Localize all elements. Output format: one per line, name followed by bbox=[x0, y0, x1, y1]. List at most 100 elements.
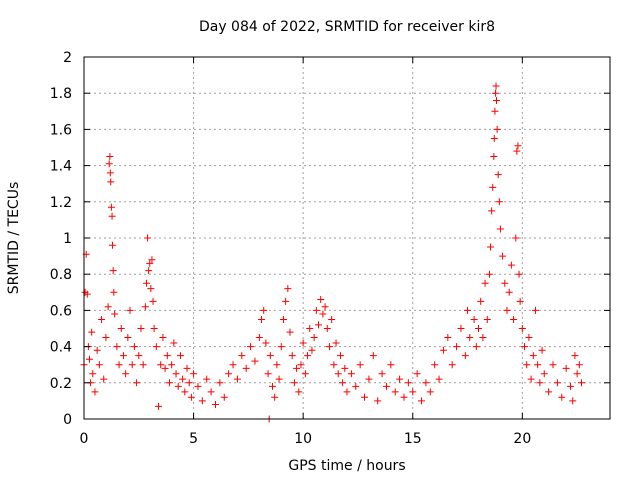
data-point bbox=[146, 259, 154, 267]
data-point bbox=[404, 379, 412, 387]
data-point bbox=[271, 393, 279, 401]
data-point bbox=[448, 361, 456, 369]
data-point bbox=[152, 343, 160, 351]
data-point bbox=[319, 310, 327, 318]
data-point bbox=[284, 285, 292, 293]
data-point bbox=[238, 352, 246, 360]
y-tick-label: 1.2 bbox=[50, 195, 72, 211]
data-point bbox=[141, 303, 149, 311]
data-point bbox=[295, 388, 303, 396]
data-point bbox=[470, 315, 478, 323]
data-point bbox=[461, 352, 469, 360]
data-point bbox=[374, 397, 382, 405]
data-point bbox=[159, 334, 167, 342]
y-tick-label: 1 bbox=[63, 231, 72, 247]
data-point bbox=[137, 325, 145, 332]
data-point bbox=[183, 364, 191, 372]
data-point bbox=[83, 290, 91, 298]
data-point bbox=[89, 370, 97, 378]
data-point bbox=[435, 375, 443, 383]
chart-title: Day 084 of 2022, SRMTID for receiver kir… bbox=[199, 19, 495, 35]
data-point bbox=[262, 339, 270, 347]
data-point bbox=[85, 355, 93, 363]
data-point bbox=[268, 382, 276, 390]
data-point bbox=[142, 279, 150, 287]
grid bbox=[84, 57, 610, 419]
data-point bbox=[347, 370, 355, 378]
data-point bbox=[507, 261, 515, 269]
data-point bbox=[426, 388, 434, 396]
data-point bbox=[444, 334, 452, 342]
data-point bbox=[531, 306, 539, 314]
data-point bbox=[122, 370, 130, 378]
data-point bbox=[242, 364, 250, 372]
data-point bbox=[255, 334, 263, 342]
data-point bbox=[490, 134, 498, 142]
y-tick-label: 1.6 bbox=[50, 122, 72, 138]
data-point bbox=[258, 315, 266, 323]
data-point bbox=[133, 379, 141, 387]
data-point bbox=[95, 361, 103, 369]
data-point bbox=[490, 153, 498, 161]
data-point bbox=[382, 382, 390, 390]
data-point bbox=[304, 352, 312, 360]
data-point bbox=[510, 315, 518, 323]
data-point bbox=[168, 361, 176, 369]
data-point bbox=[540, 370, 548, 378]
data-point bbox=[378, 370, 386, 378]
data-point bbox=[573, 370, 581, 378]
data-point bbox=[194, 382, 202, 390]
data-point bbox=[185, 379, 193, 387]
y-tick-label: 0.4 bbox=[50, 340, 72, 356]
data-point bbox=[161, 364, 169, 372]
data-point bbox=[88, 328, 96, 336]
data-point bbox=[536, 379, 544, 387]
data-point bbox=[157, 361, 165, 369]
data-point bbox=[365, 375, 373, 383]
data-point bbox=[472, 343, 480, 351]
data-point bbox=[492, 96, 500, 104]
data-point bbox=[317, 296, 325, 304]
data-point bbox=[481, 279, 489, 287]
data-point bbox=[110, 288, 118, 296]
data-point bbox=[578, 379, 586, 387]
data-point bbox=[135, 352, 143, 360]
data-point bbox=[106, 153, 114, 161]
data-point bbox=[115, 361, 123, 369]
data-point bbox=[491, 107, 499, 115]
data-point bbox=[529, 352, 537, 360]
data-point bbox=[225, 370, 233, 378]
data-point bbox=[233, 375, 241, 383]
y-tick-label: 1.4 bbox=[50, 159, 72, 175]
data-point bbox=[501, 279, 509, 287]
data-point bbox=[286, 328, 294, 336]
data-point bbox=[107, 203, 115, 211]
data-point bbox=[190, 370, 198, 378]
data-point bbox=[525, 334, 533, 342]
data-point bbox=[453, 343, 461, 351]
data-point bbox=[212, 401, 219, 409]
data-point bbox=[516, 297, 524, 305]
data-point bbox=[299, 339, 307, 347]
data-point bbox=[512, 234, 520, 242]
data-point bbox=[119, 352, 127, 360]
data-point bbox=[567, 382, 575, 390]
data-point bbox=[396, 375, 404, 383]
data-point bbox=[117, 325, 125, 332]
data-point bbox=[149, 297, 157, 305]
data-point bbox=[387, 361, 395, 369]
data-point bbox=[489, 183, 497, 191]
y-tick-label: 0.6 bbox=[50, 303, 72, 319]
data-point bbox=[279, 315, 287, 323]
data-point bbox=[220, 393, 228, 401]
data-point bbox=[494, 171, 502, 179]
data-point bbox=[562, 364, 570, 372]
x-tick-label: 20 bbox=[513, 431, 531, 447]
data-point bbox=[477, 297, 485, 305]
data-point bbox=[139, 361, 147, 369]
data-point bbox=[144, 234, 152, 242]
data-point bbox=[155, 402, 163, 410]
data-point bbox=[569, 397, 577, 405]
data-point bbox=[109, 267, 117, 275]
data-point bbox=[487, 243, 495, 251]
